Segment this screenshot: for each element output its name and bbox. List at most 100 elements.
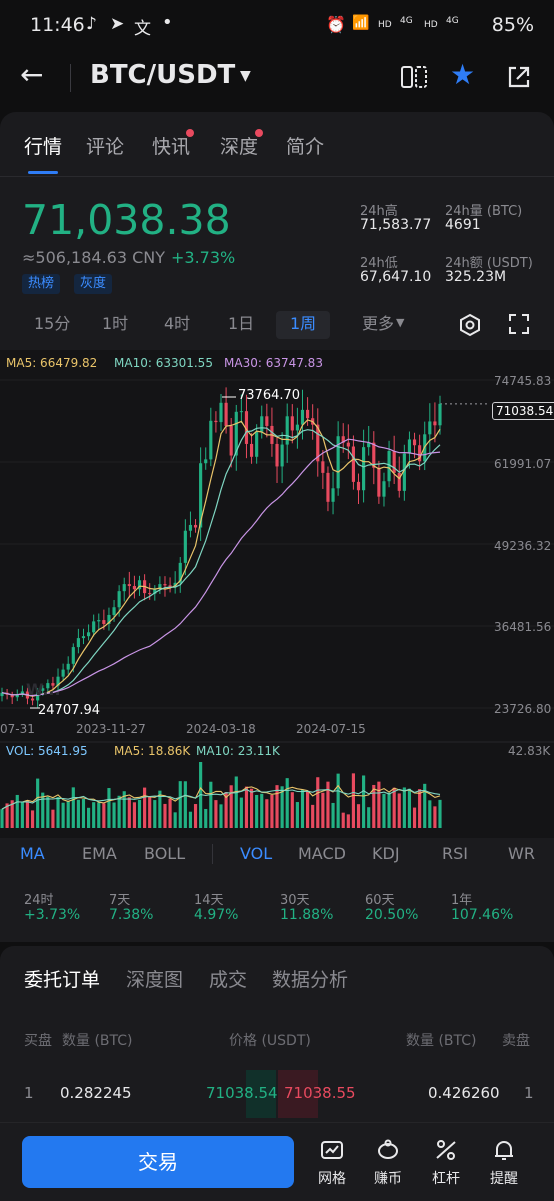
chart-settings-icon[interactable] bbox=[458, 313, 482, 337]
more-chevron-icon[interactable]: ▼ bbox=[396, 316, 405, 329]
back-arrow-icon[interactable]: ← bbox=[20, 58, 44, 91]
volume-bar bbox=[362, 775, 366, 828]
ind-rsi[interactable]: RSI bbox=[442, 844, 468, 863]
period-15m[interactable]: 15分 bbox=[34, 314, 71, 333]
candle-body bbox=[41, 688, 45, 691]
candle-body bbox=[10, 694, 14, 698]
ob-tab-analysis[interactable]: 数据分析 bbox=[272, 969, 349, 991]
candle-body bbox=[285, 416, 289, 445]
ind-ma[interactable]: MA bbox=[20, 844, 45, 863]
volume-bar bbox=[316, 777, 320, 828]
tab-depth[interactable]: 深度 bbox=[220, 136, 259, 158]
candle-body bbox=[234, 411, 238, 456]
earn-button[interactable]: 赚币 bbox=[362, 1138, 414, 1188]
ind-ema[interactable]: EMA bbox=[82, 844, 117, 863]
perf-14d-value: 4.97% bbox=[194, 907, 239, 923]
fullscreen-icon[interactable] bbox=[508, 313, 530, 335]
grid-button[interactable]: 网格 bbox=[306, 1138, 358, 1188]
volume-bar bbox=[229, 785, 233, 828]
volume-bar bbox=[418, 789, 422, 828]
volume-bar bbox=[275, 785, 279, 828]
x-tick-3: 2024-03-18 bbox=[186, 722, 256, 736]
period-1h[interactable]: 1时 bbox=[102, 314, 129, 333]
candle-body bbox=[224, 402, 228, 426]
alert-button[interactable]: 提醒 bbox=[478, 1138, 530, 1188]
leverage-label: 杠杆 bbox=[432, 1171, 460, 1187]
volume-bar bbox=[402, 787, 406, 828]
ob-ask-price: 71038.55 bbox=[284, 1084, 356, 1102]
candle-body bbox=[300, 409, 305, 425]
volume-bar bbox=[300, 789, 305, 828]
candle-body bbox=[127, 584, 131, 587]
period-1d[interactable]: 1日 bbox=[228, 314, 255, 333]
legend-ma5: MA5: 66479.82 bbox=[6, 356, 98, 370]
orderbook-panel bbox=[0, 946, 554, 1136]
candle-body bbox=[356, 481, 361, 491]
battery-level: 85% bbox=[491, 14, 534, 36]
candle-body bbox=[336, 436, 340, 489]
share-icon[interactable] bbox=[506, 64, 532, 90]
volume-bar bbox=[392, 787, 396, 828]
tag-hot[interactable]: 热榜 bbox=[22, 274, 61, 294]
candle-body bbox=[351, 446, 355, 482]
candle-body bbox=[20, 691, 24, 695]
ob-head-sell: 卖盘 bbox=[502, 1033, 530, 1049]
ask-depth-bar bbox=[278, 1070, 318, 1118]
telegram-icon: ➤ bbox=[110, 14, 125, 34]
candle-body bbox=[148, 593, 152, 595]
candle-body bbox=[260, 416, 264, 432]
x-tick-4: 2024-07-15 bbox=[296, 722, 366, 736]
pair-dropdown-icon[interactable]: ▼ bbox=[240, 68, 251, 84]
trade-button[interactable]: 交易 bbox=[22, 1136, 294, 1188]
candle-body bbox=[407, 439, 412, 454]
volume-bar bbox=[148, 796, 152, 828]
leverage-icon bbox=[436, 1140, 456, 1160]
candle-body bbox=[178, 562, 182, 583]
ind-boll[interactable]: BOLL bbox=[144, 844, 186, 863]
tab-comments[interactable]: 评论 bbox=[86, 136, 125, 158]
performance-panel bbox=[0, 872, 554, 942]
ind-wr[interactable]: WR bbox=[508, 844, 535, 863]
earn-label: 赚币 bbox=[374, 1171, 402, 1187]
alert-label: 提醒 bbox=[490, 1171, 518, 1187]
candle-body bbox=[362, 447, 366, 491]
volume-bar bbox=[137, 799, 142, 828]
legend-ma30: MA30: 63747.83 bbox=[224, 356, 323, 370]
ob-tab-depth[interactable]: 深度图 bbox=[126, 969, 184, 991]
chart-area[interactable] bbox=[0, 350, 554, 838]
candle-body bbox=[382, 481, 386, 497]
perf-24h-label: 24时 bbox=[24, 893, 54, 908]
vol-ma10-legend: MA10: 23.11K bbox=[196, 744, 280, 758]
y-tick-5: 23726.80 bbox=[494, 702, 552, 716]
ob-tab-trades[interactable]: 成交 bbox=[209, 969, 248, 991]
tab-market[interactable]: 行情 bbox=[24, 136, 63, 158]
volume-ma10-line bbox=[1, 788, 441, 810]
candle-body bbox=[316, 424, 320, 462]
period-1w[interactable]: 1周 bbox=[290, 314, 317, 333]
candle-body bbox=[321, 461, 325, 473]
legend-ma10: MA10: 63301.55 bbox=[114, 356, 213, 370]
period-more[interactable]: 更多 bbox=[362, 314, 395, 333]
tab-intro[interactable]: 简介 bbox=[286, 136, 325, 158]
ind-macd[interactable]: MACD bbox=[298, 844, 346, 863]
candle-body bbox=[214, 420, 218, 423]
tab-news[interactable]: 快讯 bbox=[152, 136, 191, 158]
split-view-icon[interactable] bbox=[400, 64, 428, 90]
candle-body bbox=[163, 584, 167, 586]
tag-grayscale[interactable]: 灰度 bbox=[74, 274, 113, 294]
leverage-button[interactable]: 杠杆 bbox=[420, 1138, 472, 1188]
ind-kdj[interactable]: KDJ bbox=[372, 844, 400, 863]
ob-tab-orders[interactable]: 委托订单 bbox=[24, 969, 101, 991]
volume-bar bbox=[112, 802, 116, 828]
pair-title[interactable]: BTC/USDT bbox=[90, 60, 236, 90]
candle-body bbox=[87, 632, 91, 637]
ind-vol[interactable]: VOL bbox=[240, 844, 273, 863]
favorite-star-icon[interactable]: ★ bbox=[450, 58, 476, 91]
low-label: 24h低 bbox=[360, 256, 398, 271]
period-4h[interactable]: 4时 bbox=[164, 314, 191, 333]
notification-dot-icon: • bbox=[162, 12, 173, 33]
volume-bar bbox=[270, 794, 274, 828]
candle-body bbox=[46, 683, 50, 689]
panel-divider bbox=[0, 176, 554, 177]
candle-body bbox=[107, 614, 111, 624]
